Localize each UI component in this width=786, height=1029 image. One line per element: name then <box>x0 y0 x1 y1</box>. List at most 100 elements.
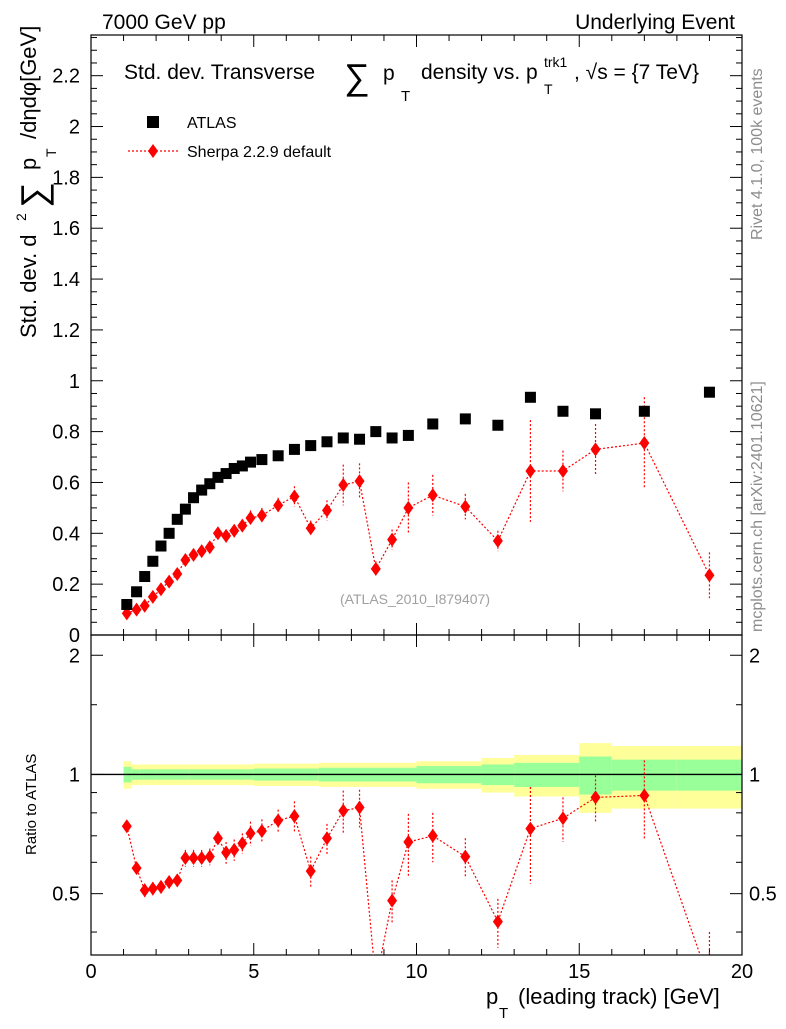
ratio-tick-label-right: 0.5 <box>749 884 777 906</box>
sherpa-point <box>557 464 568 479</box>
y-tick-label: 0.8 <box>52 422 80 444</box>
atlas-point <box>524 391 536 403</box>
y-tick-label: 0.2 <box>52 574 80 596</box>
ratio-point <box>427 828 438 843</box>
analysis-watermark: (ATLAS_2010_I879407) <box>340 591 490 607</box>
ylabel-pre: Std. dev. d <box>16 234 41 338</box>
legend-label-sherpa: Sherpa 2.2.9 default <box>187 144 332 161</box>
ratio-tick-label-left: 2 <box>69 645 80 667</box>
ratio-tick-label-left: 0.5 <box>52 884 80 906</box>
ratio-point <box>229 842 240 857</box>
ratio-point <box>387 893 398 908</box>
sherpa-point <box>639 436 650 451</box>
sherpa-point <box>525 464 536 479</box>
band-inner-segment <box>676 759 742 791</box>
sherpa-point <box>460 499 471 514</box>
ratio-point <box>204 849 215 864</box>
atlas-point <box>204 478 216 490</box>
ratio-point <box>172 873 183 888</box>
atlas-point <box>386 432 398 444</box>
ratio-point <box>196 851 207 866</box>
sherpa-point <box>370 561 381 576</box>
ratio-point <box>164 875 175 890</box>
atlas-point <box>147 555 159 567</box>
sherpa-point <box>256 508 267 523</box>
title-sum: ∑ <box>344 56 370 97</box>
sherpa-point <box>172 566 183 581</box>
ylabel-p: p <box>16 158 41 170</box>
x-tick-label: 5 <box>248 961 259 983</box>
axes: 0 5 10 15 20 0 0.2 0.4 0.6 0.8 1 1.2 1.4 1.6 1.8 2 2.2 0.… <box>52 34 777 983</box>
header-right: Underlying Event <box>575 11 735 34</box>
ratio-tick-label-left: 1 <box>69 764 80 786</box>
ratio-point <box>212 831 223 846</box>
y-tick-label: 1.2 <box>52 320 80 342</box>
atlas-point <box>459 413 471 425</box>
ratio-point <box>289 809 300 824</box>
atlas-point <box>703 386 715 398</box>
x-tick-label: 0 <box>85 961 96 983</box>
ratio-tick-label-right: 1 <box>749 764 760 786</box>
sherpa-point <box>321 503 332 518</box>
sherpa-point <box>139 598 150 613</box>
ylabel-post: /dηdφ[GeV] <box>16 26 41 139</box>
atlas-point <box>370 426 382 438</box>
series-sherpa <box>121 397 715 621</box>
legend-label-atlas: ATLAS <box>187 115 237 132</box>
ratio-line <box>126 794 701 955</box>
ratio-point <box>155 879 166 894</box>
ratio-point <box>221 845 232 860</box>
y-tick-label: 1 <box>69 371 80 393</box>
sherpa-point <box>704 568 715 583</box>
sherpa-point <box>155 582 166 597</box>
ratio-tick-label-right: 2 <box>749 645 760 667</box>
title-sup-trk1: trk1 <box>544 54 568 70</box>
ylabel-sup: 2 <box>13 213 29 221</box>
ratio-y-axis-label: Ratio to ATLAS <box>23 754 40 855</box>
atlas-point <box>557 405 569 417</box>
atlas-point <box>288 443 300 455</box>
xlabel-p: p <box>486 984 498 1009</box>
title-p: p <box>383 62 395 85</box>
ratio-point <box>460 849 471 864</box>
title-text-2: density vs. p <box>421 61 538 84</box>
atlas-point <box>139 571 151 583</box>
atlas-point <box>256 454 268 466</box>
xlabel-rest: (leading track) [GeV] <box>518 984 720 1009</box>
sherpa-point <box>221 528 232 543</box>
atlas-point <box>354 433 366 445</box>
y-tick-label: 0.6 <box>52 472 80 494</box>
atlas-point <box>236 460 248 472</box>
ratio-point <box>354 800 365 815</box>
atlas-point <box>121 598 133 610</box>
ratio-point <box>139 883 150 898</box>
sherpa-point <box>590 442 601 457</box>
atlas-point <box>272 450 284 462</box>
y-tick-label: 2 <box>69 117 80 139</box>
sherpa-point <box>354 474 365 489</box>
ratio-point <box>131 861 142 876</box>
y-axis-label: Std. dev. d 2 ∑ p T /dηdφ[GeV] <box>13 26 59 338</box>
ratio-point <box>338 803 349 818</box>
legend: ATLAS Sherpa 2.2.9 default <box>128 115 332 161</box>
ratio-point <box>590 790 601 805</box>
ratio-point <box>256 823 267 838</box>
ratio-series-sherpa <box>121 760 711 955</box>
atlas-point <box>337 432 349 444</box>
ratio-point <box>492 914 503 929</box>
atlas-point <box>188 492 200 504</box>
title-sub-t2: T <box>544 81 553 97</box>
chart-title: Std. dev. Transverse ∑ p T density vs. p… <box>124 54 699 105</box>
series-atlas <box>121 386 715 610</box>
sherpa-point <box>212 526 223 541</box>
ratio-point <box>639 788 650 803</box>
x-tick-label: 20 <box>731 961 753 983</box>
ylabel-sum: ∑ <box>13 182 54 208</box>
ratio-point <box>180 851 191 866</box>
atlas-point <box>212 471 224 483</box>
atlas-point <box>427 418 439 430</box>
sherpa-point <box>387 532 398 547</box>
y-tick-label: 0 <box>69 625 80 647</box>
atlas-point <box>131 586 143 598</box>
ratio-point <box>557 811 568 826</box>
